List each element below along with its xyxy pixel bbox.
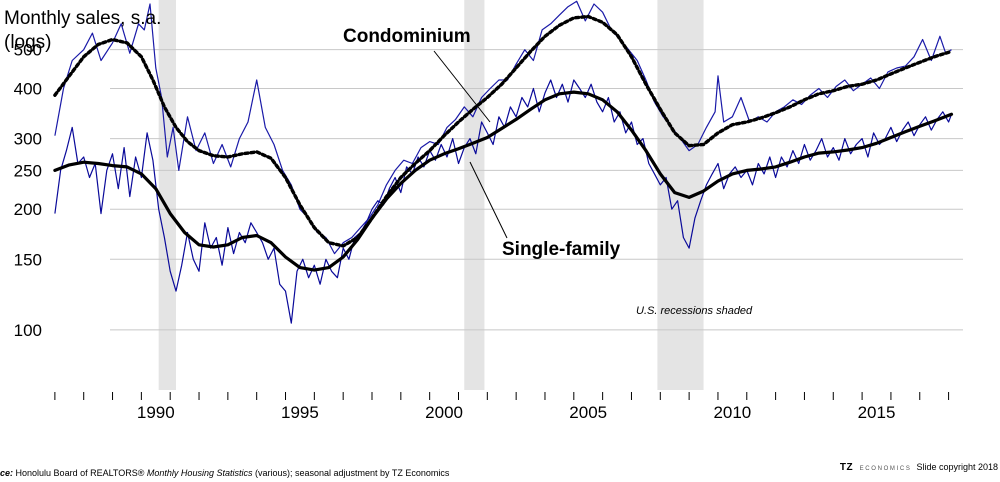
slide-copyright: Slide copyright 2018 <box>916 462 998 472</box>
tz-slogan: E C O N O M I C S <box>859 466 910 472</box>
condominium-leader-line <box>433 50 491 123</box>
x-tick-label-1990: 1990 <box>137 403 175 422</box>
x-tick-label-2005: 2005 <box>569 403 607 422</box>
y-tick-label-400: 400 <box>14 80 42 99</box>
x-tick-label-2000: 2000 <box>425 403 463 422</box>
recession-band-1 <box>158 0 176 390</box>
source-note: ce: Honolulu Board of REALTORS® Monthly … <box>0 468 449 478</box>
series-label-single-family: Single-family <box>502 239 621 260</box>
series-line-single-family-trend <box>53 90 954 272</box>
series-lines <box>53 0 954 324</box>
y-axis-label-line-1: Monthly sales, s.a. <box>4 8 161 29</box>
tz-logo: TZ <box>839 462 854 473</box>
y-axis-ticks: 100 150 200 250 300 400 500 <box>14 41 42 340</box>
series-label-condominium: Condominium <box>343 26 471 47</box>
recession-band-2 <box>464 0 485 390</box>
source-label: ce: <box>0 468 14 478</box>
y-tick-label-500: 500 <box>14 41 42 60</box>
y-tick-label-300: 300 <box>14 130 42 149</box>
x-tick-label-1995: 1995 <box>281 403 319 422</box>
source-text-after: (various); seasonal adjustment by TZ Eco… <box>254 468 450 478</box>
source-text-before: Honolulu Board of REALTORS® <box>15 468 145 478</box>
y-tick-label-150: 150 <box>14 250 42 269</box>
source-publication: Monthly Housing Statistics <box>146 468 253 478</box>
series-line-condominium-trend <box>53 14 954 248</box>
recession-note: U.S. recessions shaded <box>636 305 753 317</box>
series-line-condominium-raw <box>54 0 952 255</box>
x-tick-label-2015: 2015 <box>858 403 896 422</box>
footer: TZ E C O N O M I C S Slide copyright 201… <box>840 462 998 473</box>
y-tick-label-100: 100 <box>14 321 42 340</box>
chart: 1990 1995 2000 2005 2010 2015 100 150 200 250 300… <box>4 0 963 422</box>
recession-shading <box>158 0 704 390</box>
y-tick-label-250: 250 <box>14 161 42 180</box>
series-line-single-family-raw <box>54 79 953 324</box>
y-tick-label-200: 200 <box>14 200 42 219</box>
x-tick-label-2010: 2010 <box>713 403 751 422</box>
y-axis-label-line-2: (logs) <box>4 32 52 53</box>
x-axis: 1990 1995 2000 2005 2010 2015 <box>54 392 950 422</box>
single-family-leader-line <box>469 161 508 239</box>
